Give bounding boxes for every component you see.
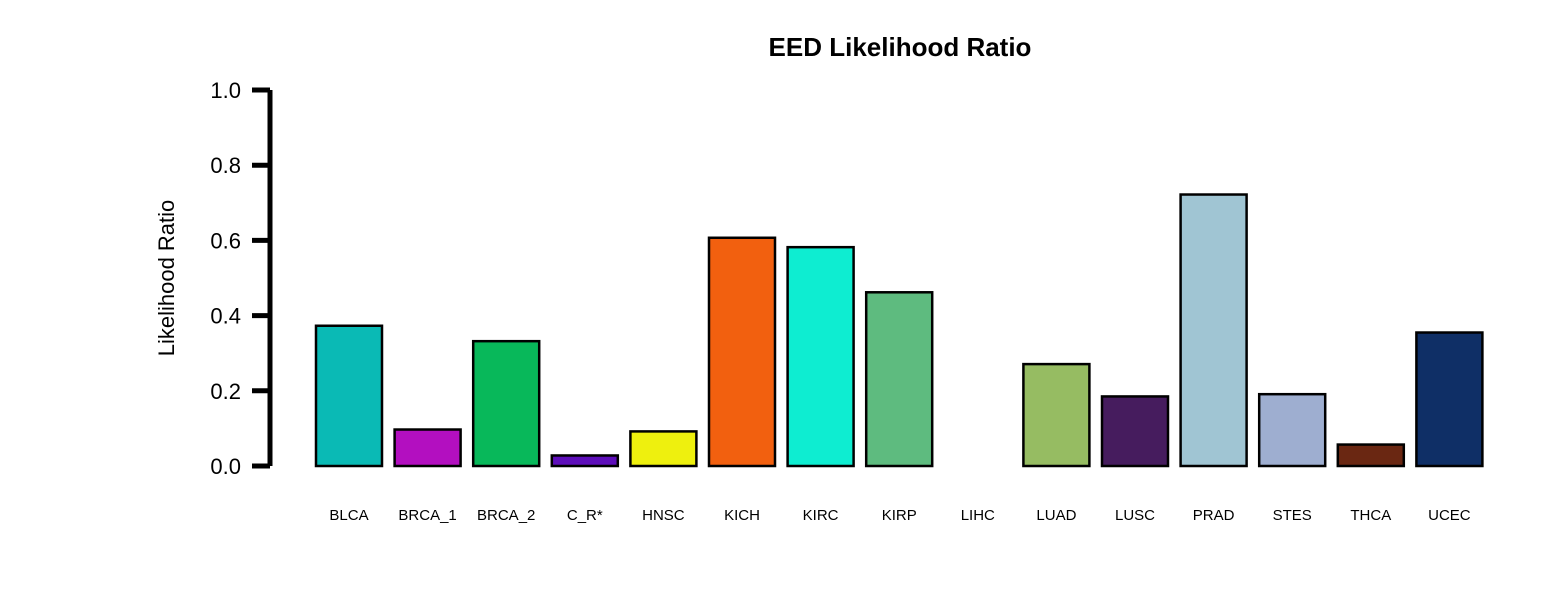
bar-brca-2 [471, 339, 541, 468]
bar-ucec [1415, 331, 1484, 468]
x-tick-label: LUAD [1036, 507, 1076, 524]
x-tick-labels: BLCA BRCA_1 BRCA_2 C_R* HNSC KICH KIRC KIRP LIHC… [329, 507, 1470, 524]
y-tick-label: 0.8 [210, 153, 241, 178]
bar-kirc [786, 245, 855, 468]
x-tick-label: HNSC [642, 507, 685, 524]
x-tick-label: C_R* [567, 507, 603, 524]
x-tick-label: BLCA [329, 507, 368, 524]
y-tick-label: 0.6 [210, 228, 241, 253]
bar-lusc [1100, 395, 1170, 468]
bar-luad [1022, 362, 1091, 468]
x-tick-label: LIHC [961, 507, 995, 524]
bar-c-r [550, 454, 620, 468]
x-tick-label: KICH [724, 507, 760, 524]
x-tick-label: PRAD [1193, 507, 1235, 524]
y-tick-label: 1.0 [210, 78, 241, 103]
x-tick-label: KIRP [882, 507, 917, 524]
x-tick-label: STES [1273, 507, 1312, 524]
bar-kich [707, 236, 777, 468]
y-tick-label: 0.0 [210, 454, 241, 479]
x-tick-label: BRCA_2 [477, 507, 535, 524]
bar-thca [1336, 443, 1406, 468]
x-tick-label: THCA [1350, 507, 1391, 524]
bar-hnsc [629, 430, 698, 468]
y-tick-label: 0.2 [210, 379, 241, 404]
bar-brca-1 [393, 428, 462, 468]
bar-blca [314, 324, 384, 468]
bar-stes [1257, 392, 1327, 468]
x-tick-label: LUSC [1115, 507, 1155, 524]
y-ticks: 0.0 0.2 0.4 0.6 0.8 1.0 [210, 78, 270, 479]
x-tick-label: KIRC [803, 507, 839, 524]
y-tick-label: 0.4 [210, 304, 241, 329]
y-axis-label: Likelihood Ratio [154, 200, 179, 357]
bar-kirp [864, 291, 934, 468]
bar-prad [1179, 193, 1248, 468]
bars [314, 193, 1484, 468]
x-tick-label: BRCA_1 [398, 507, 456, 524]
x-tick-label: UCEC [1428, 507, 1471, 524]
chart-title: EED Likelihood Ratio [769, 32, 1032, 62]
